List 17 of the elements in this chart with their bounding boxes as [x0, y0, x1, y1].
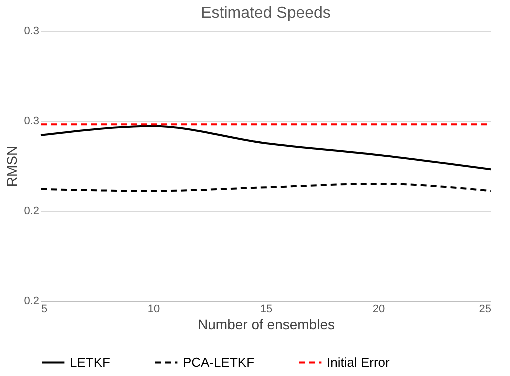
line-series [40, 183, 492, 192]
chart-title: Estimated Speeds [201, 5, 331, 22]
x-tick-label: 25 [479, 304, 492, 316]
legend-label: PCA-LETKF [183, 354, 255, 370]
x-tick-label: 15 [260, 304, 273, 316]
x-tick-label: 10 [148, 304, 160, 316]
x-axis-title: Number of ensembles [198, 316, 335, 332]
y-tick-label: 0.3 [24, 26, 40, 38]
y-tick-label: 0.3 [24, 116, 40, 128]
y-tick-label: 0.2 [24, 206, 40, 218]
y-axis-title: RMSN [4, 146, 20, 188]
x-tick-label: 20 [372, 304, 386, 316]
y-tick-label: 0.2 [24, 296, 40, 308]
legend-label: LETKF [70, 354, 111, 370]
line-series [40, 125, 492, 171]
legend-label: Initial Error [327, 354, 391, 370]
x-tick-label: 5 [42, 304, 48, 316]
